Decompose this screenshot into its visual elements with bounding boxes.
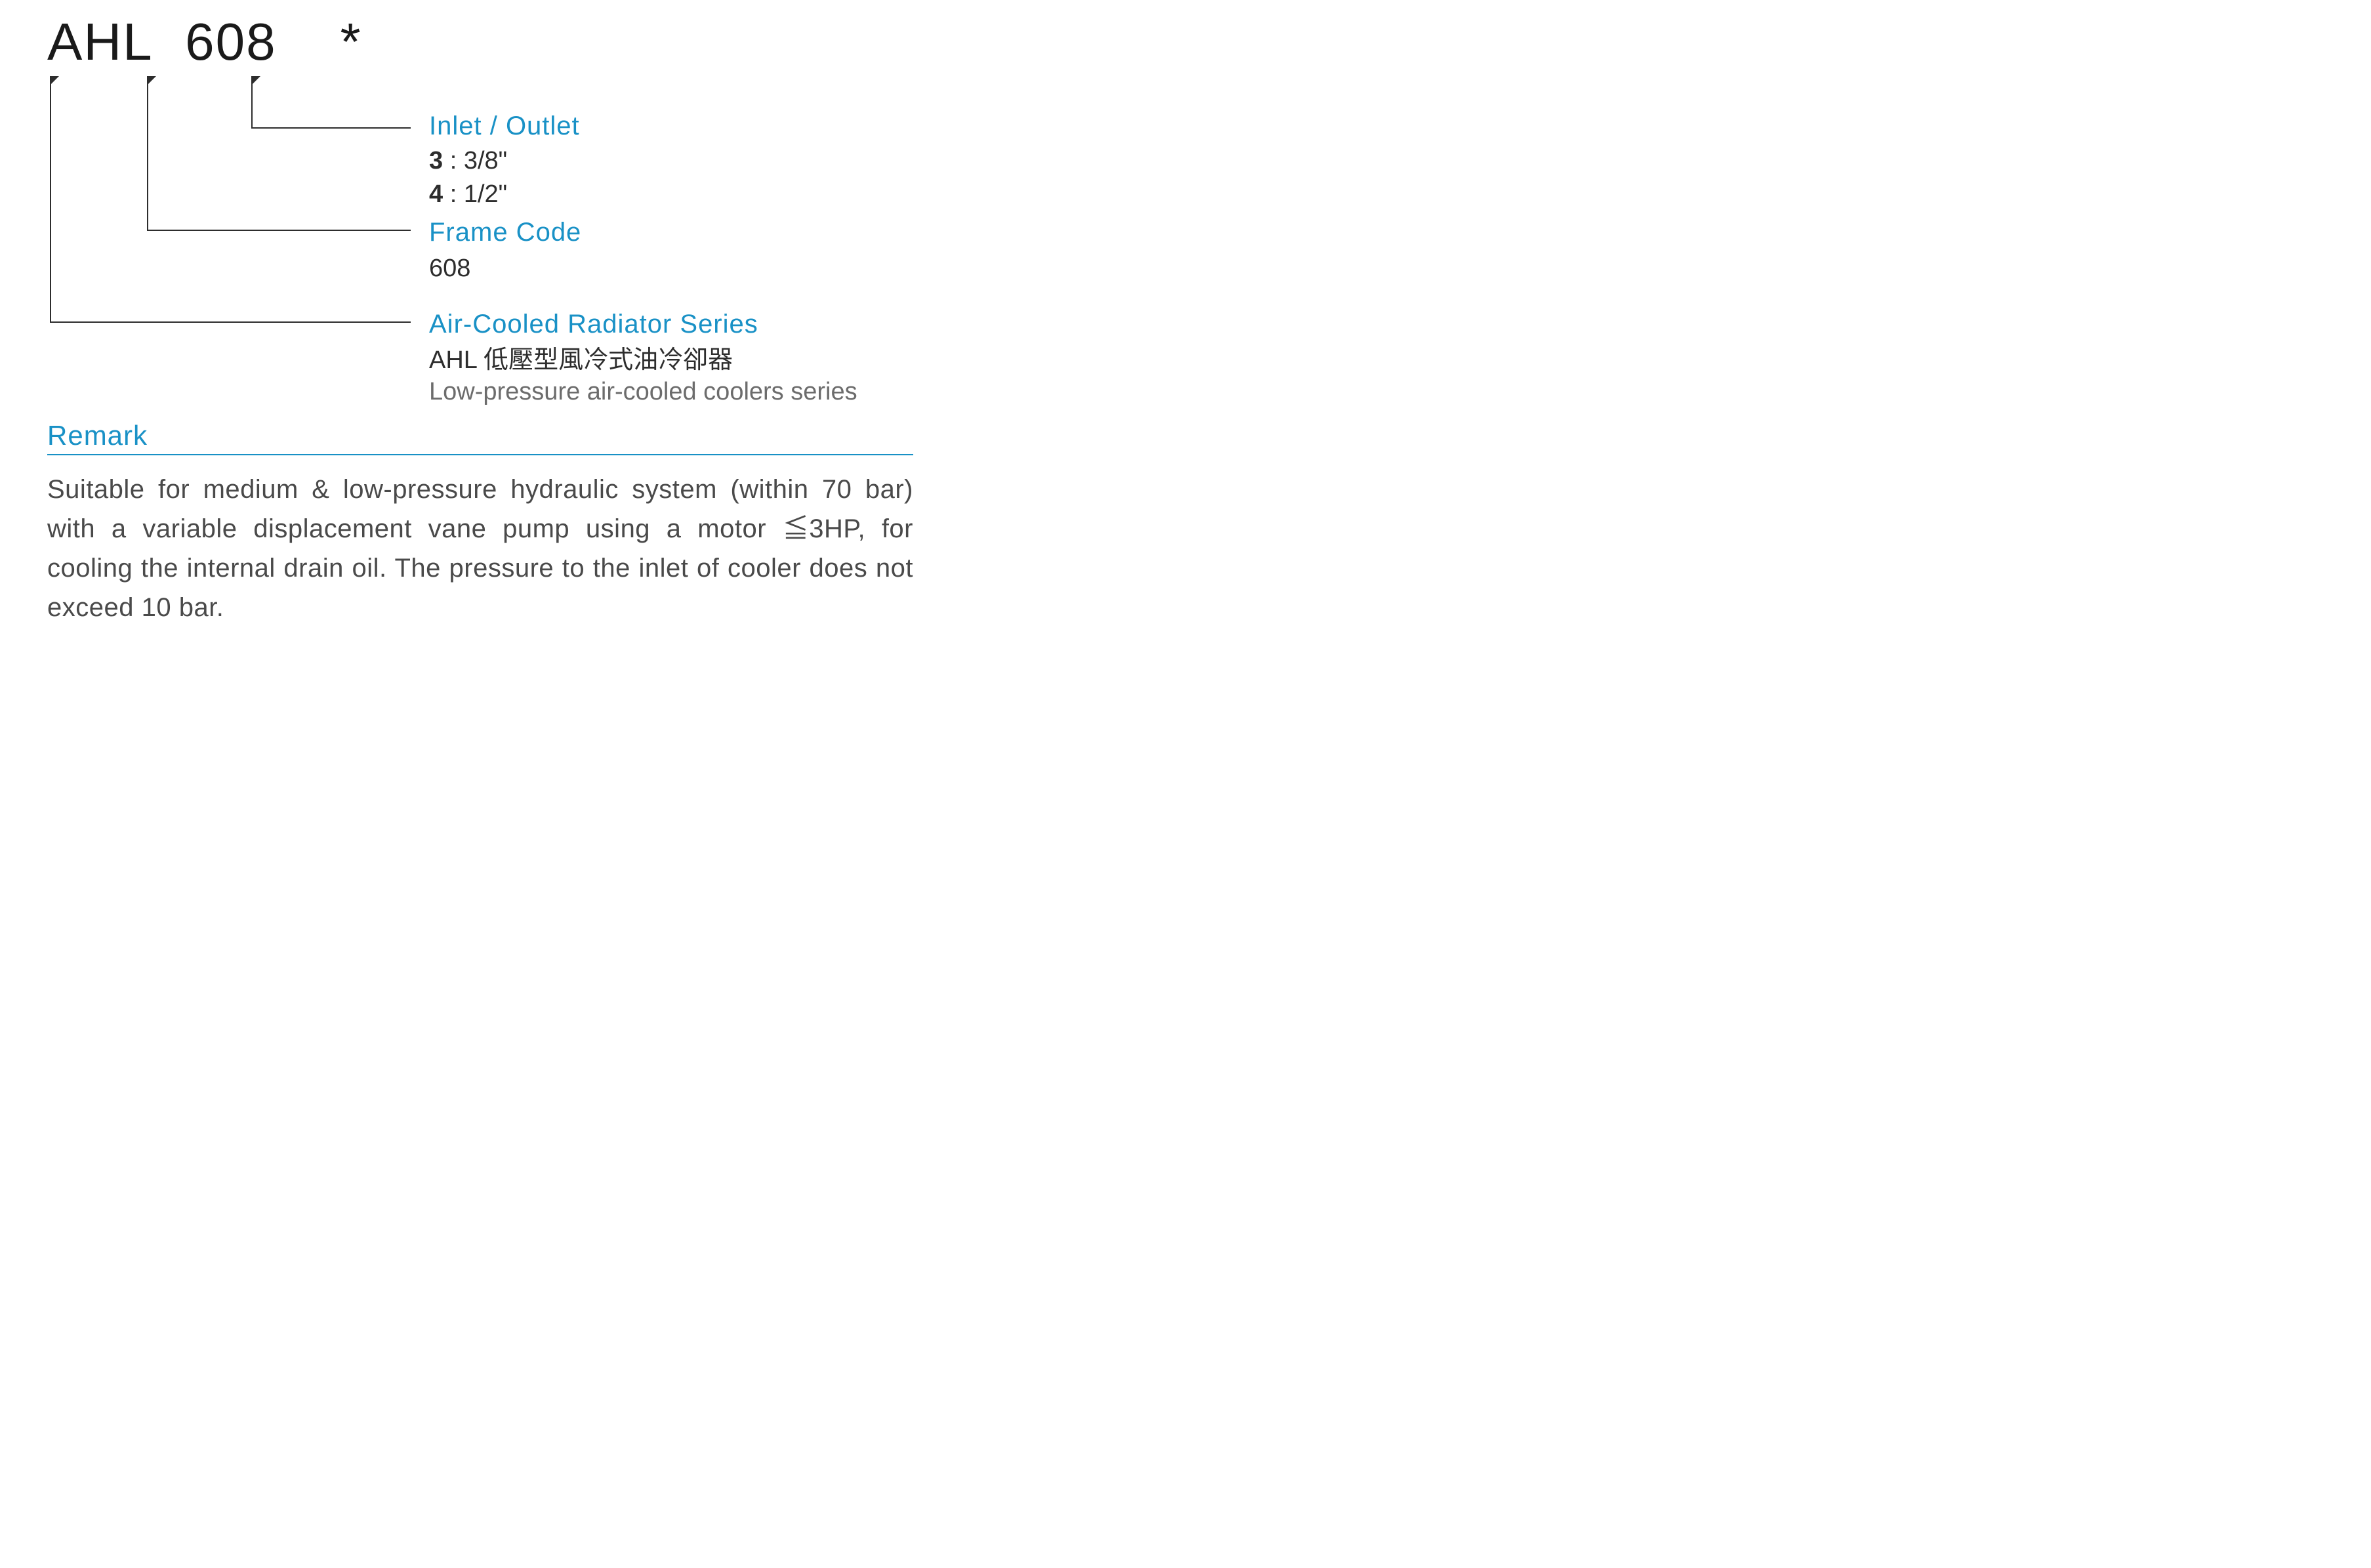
section-body-series-line1: AHL 低壓型風冷式油冷卻器: [429, 344, 733, 377]
section-body-frame-code: 608: [429, 252, 470, 285]
bracket-series: [50, 76, 411, 323]
remark-divider: [47, 454, 913, 455]
section-body-series-line2: Low-pressure air-cooled coolers series: [429, 378, 857, 406]
section-title-inlet-outlet: Inlet / Outlet: [429, 112, 580, 141]
remark-title: Remark: [47, 420, 148, 451]
section-title-series: Air-Cooled Radiator Series: [429, 310, 758, 339]
model-code-heading: AHL 608 *: [47, 12, 362, 72]
remark-body: Suitable for medium & low-pressure hydra…: [47, 470, 913, 627]
section-body-inlet-outlet: 3 : 3/8"4 : 1/2": [429, 144, 507, 212]
section-title-frame-code: Frame Code: [429, 218, 581, 247]
